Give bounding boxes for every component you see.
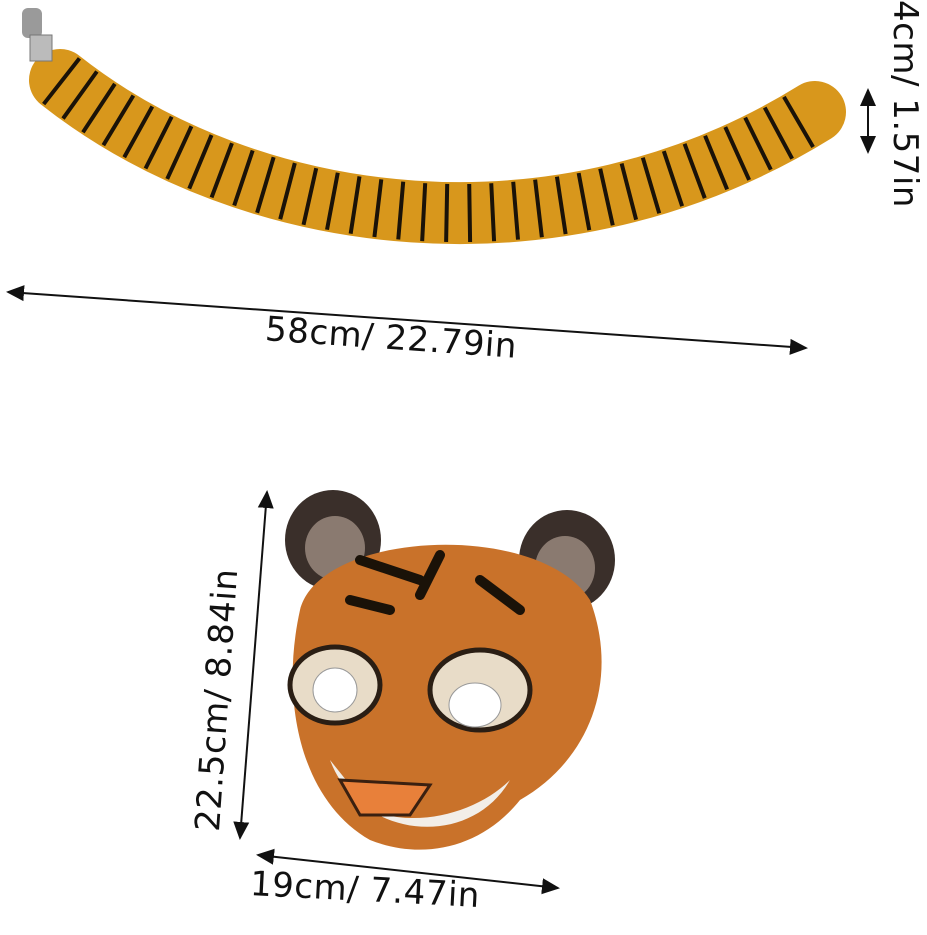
mask-width-arrow [256,848,560,895]
tiger-mask [285,490,615,850]
tail-length-arrow [6,285,808,355]
tail-width-label: 4cm/ 1.57in [885,0,925,208]
tiger-tail [22,8,846,245]
tail-clip [22,8,42,38]
mask-height-arrow [233,490,274,840]
